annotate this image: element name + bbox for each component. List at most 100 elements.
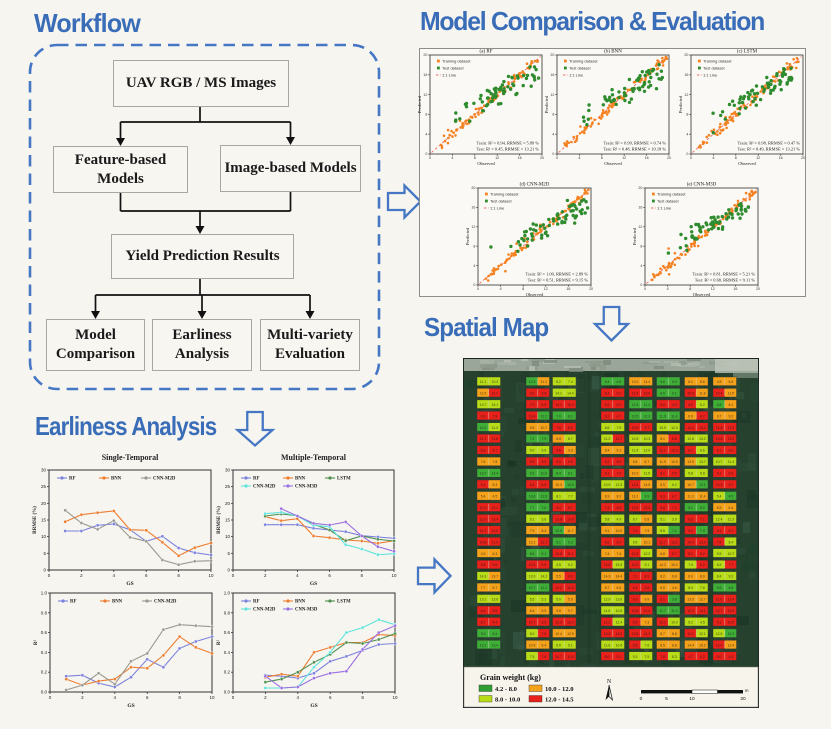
svg-text:11.1: 11.1 <box>541 380 547 384</box>
svg-text:5.2: 5.2 <box>568 563 573 567</box>
svg-text:Predicted: Predicted <box>417 95 422 113</box>
svg-text:14.1: 14.1 <box>687 426 694 430</box>
svg-text:13.8: 13.8 <box>555 517 562 521</box>
svg-text:8: 8 <box>552 113 554 117</box>
svg-text:Predicted: Predicted <box>544 95 549 113</box>
svg-text:2: 2 <box>80 573 83 578</box>
svg-text:Test dataset: Test dataset <box>657 199 679 204</box>
svg-text:13.2: 13.2 <box>671 540 678 544</box>
svg-text:7.9: 7.9 <box>645 529 650 533</box>
svg-text:13.5: 13.5 <box>604 632 611 636</box>
svg-text:12.3: 12.3 <box>728 632 735 636</box>
svg-text:4.9: 4.9 <box>672 403 677 407</box>
svg-text:3.3: 3.3 <box>568 449 573 453</box>
svg-text:8: 8 <box>177 573 180 578</box>
svg-text:20: 20 <box>225 501 231 506</box>
svg-text:7.7: 7.7 <box>729 563 734 567</box>
svg-text:13.2: 13.2 <box>699 437 706 441</box>
svg-text:0: 0 <box>429 156 431 160</box>
svg-text:6.4: 6.4 <box>729 506 734 510</box>
svg-text:LSTM: LSTM <box>337 477 351 482</box>
svg-text:20: 20 <box>589 287 593 291</box>
svg-text:8.1: 8.1 <box>729 403 734 407</box>
svg-text:12: 12 <box>622 156 626 160</box>
svg-text:12.6: 12.6 <box>541 495 548 499</box>
svg-text:8.3: 8.3 <box>493 483 498 487</box>
svg-text:7.1: 7.1 <box>672 506 677 510</box>
svg-text:5.0: 5.0 <box>672 380 677 384</box>
svg-text:9.1: 9.1 <box>717 620 722 624</box>
svg-text:12.2: 12.2 <box>632 552 639 556</box>
svg-text:20: 20 <box>41 501 47 506</box>
svg-text:6.7: 6.7 <box>717 449 722 453</box>
svg-text:8.5: 8.5 <box>660 529 665 533</box>
svg-text:0.2: 0.2 <box>224 670 231 675</box>
svg-text:5.8: 5.8 <box>645 586 650 590</box>
svg-text:0: 0 <box>43 568 46 573</box>
svg-text:12.9: 12.9 <box>567 632 574 636</box>
svg-text:11.4: 11.4 <box>492 540 498 544</box>
svg-text:12: 12 <box>471 225 475 229</box>
svg-text:11.4: 11.4 <box>699 495 705 499</box>
svg-text:6.9: 6.9 <box>481 414 486 418</box>
svg-text:5.1: 5.1 <box>717 472 722 476</box>
svg-text:9.1: 9.1 <box>672 391 677 395</box>
svg-text:Test: R² = 0.48, RRMSE = 10.1: Test: R² = 0.48, RRMSE = 10.18 % <box>603 147 666 153</box>
svg-text:5.4: 5.4 <box>481 495 486 499</box>
svg-text:12: 12 <box>684 93 688 97</box>
svg-text:9.3: 9.3 <box>633 655 638 659</box>
svg-text:6.4: 6.4 <box>493 632 498 636</box>
svg-text:5: 5 <box>227 551 230 556</box>
svg-text:9.5: 9.5 <box>556 460 561 464</box>
svg-text:12.8: 12.8 <box>687 437 694 441</box>
svg-text:7.7: 7.7 <box>530 506 535 510</box>
svg-text:9.4: 9.4 <box>542 643 547 647</box>
svg-text:m: m <box>745 688 749 693</box>
svg-text:10.7: 10.7 <box>728 552 735 556</box>
svg-text:20: 20 <box>638 186 642 190</box>
svg-text:7.8: 7.8 <box>717 540 722 544</box>
svg-text:1:1 Line: 1:1 Line <box>569 73 584 78</box>
svg-text:0.0: 0.0 <box>41 690 48 695</box>
svg-text:0.4: 0.4 <box>224 650 231 655</box>
svg-text:6.9: 6.9 <box>481 449 486 453</box>
svg-text:6: 6 <box>145 573 148 578</box>
svg-text:8.5: 8.5 <box>660 643 665 647</box>
svg-text:8: 8 <box>473 244 475 248</box>
svg-text:RRMSE (%): RRMSE (%) <box>217 506 222 534</box>
svg-text:Observed: Observed <box>738 161 756 166</box>
svg-text:4: 4 <box>296 573 299 578</box>
svg-text:13.3: 13.3 <box>644 506 651 510</box>
svg-text:12.1: 12.1 <box>699 632 706 636</box>
svg-text:4.0: 4.0 <box>568 575 573 579</box>
svg-text:6: 6 <box>329 695 332 700</box>
svg-text:(c) LSTM: (c) LSTM <box>737 50 758 55</box>
svg-text:8.9: 8.9 <box>660 391 665 395</box>
svg-text:8.7: 8.7 <box>568 437 573 441</box>
svg-text:13.5: 13.5 <box>687 460 694 464</box>
svg-text:4: 4 <box>640 264 642 268</box>
svg-text:6.5: 6.5 <box>617 586 622 590</box>
svg-text:11.1: 11.1 <box>687 632 693 636</box>
svg-text:6.9: 6.9 <box>605 403 610 407</box>
svg-text:4: 4 <box>667 287 669 291</box>
svg-text:CNN-M2D: CNN-M2D <box>253 485 276 490</box>
svg-text:2: 2 <box>264 695 267 700</box>
svg-text:4: 4 <box>712 156 714 160</box>
svg-text:11.4: 11.4 <box>616 620 622 624</box>
svg-text:11.1: 11.1 <box>541 586 547 590</box>
svg-text:8: 8 <box>640 244 642 248</box>
svg-text:9.9: 9.9 <box>542 563 547 567</box>
svg-text:10: 10 <box>689 696 695 702</box>
svg-text:4.2 - 8.0: 4.2 - 8.0 <box>495 686 518 693</box>
svg-text:6.7: 6.7 <box>700 414 705 418</box>
svg-text:10.8: 10.8 <box>687 391 694 395</box>
svg-text:6.2: 6.2 <box>605 460 610 464</box>
svg-text:16: 16 <box>423 73 427 77</box>
svg-text:12.6: 12.6 <box>555 529 562 533</box>
svg-text:9.2: 9.2 <box>688 506 693 510</box>
svg-text:1:1 Line: 1:1 Line <box>703 73 718 78</box>
svg-text:7.9: 7.9 <box>530 529 535 533</box>
svg-text:5.0: 5.0 <box>568 598 573 602</box>
svg-text:6.2: 6.2 <box>700 403 705 407</box>
